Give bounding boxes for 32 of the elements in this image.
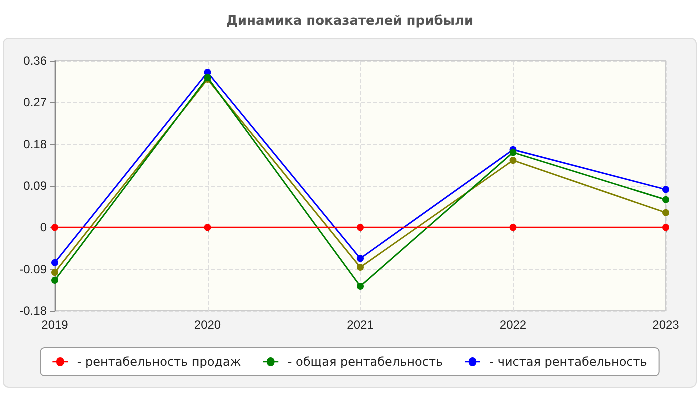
x-tick-label: 2023 [652,318,680,332]
point [662,209,670,216]
point [204,224,212,232]
y-tick-label: 0.18 [24,137,48,152]
legend-label: - чистая рентабельность [490,355,648,369]
chart-title: Динамика показателей прибыли [226,14,474,29]
point [357,255,364,262]
y-tick-label: 0 [40,220,48,235]
x-tick-label: 2021 [347,318,374,332]
point [52,269,58,276]
y-tick-label: 0.27 [24,96,48,110]
legend-label: - рентабельность продаж [77,355,242,369]
x-tick-label: 2019 [42,318,69,332]
y-tick-label: -0.18 [20,304,48,318]
x-tick-label: 2022 [500,318,527,332]
point [662,186,670,194]
point [662,196,670,204]
point [52,276,58,284]
point [52,259,58,266]
point [510,224,517,232]
x-tick-label: 2020 [194,318,222,332]
y-tick-label: 0.09 [24,179,48,193]
point [357,282,364,290]
point [510,157,517,164]
point [510,149,517,156]
point [357,224,364,232]
point [52,224,58,232]
y-tick-label: 0.36 [24,54,48,68]
point [662,224,670,232]
y-tick-label: -0.09 [20,262,48,276]
point [357,264,364,271]
legend-label: - общая рентабельность [288,355,444,369]
